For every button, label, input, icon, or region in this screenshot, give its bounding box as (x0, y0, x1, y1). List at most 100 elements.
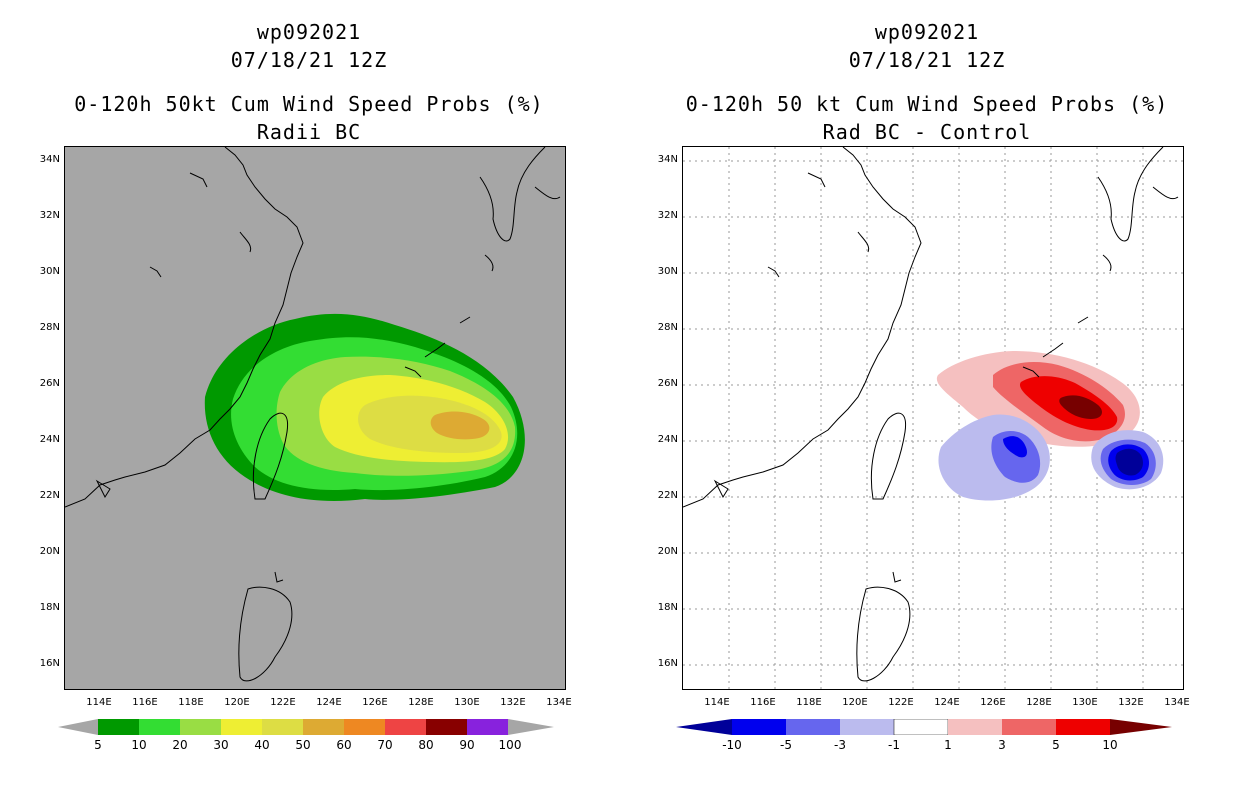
lat-label: 32N (657, 210, 678, 221)
colorbar-swatch (180, 719, 221, 735)
lon-label: 120E (224, 697, 250, 708)
lat-label: 34N (657, 154, 678, 165)
lon-label: 124E (316, 697, 342, 708)
colorbar-label: 40 (254, 738, 270, 752)
colorbar-label: 80 (418, 738, 434, 752)
colorbar-label: 90 (459, 738, 475, 752)
lat-label: 26N (39, 378, 60, 389)
diff-positive-10 (1059, 395, 1103, 419)
product-subtitle: Rad BC - Control (822, 120, 1032, 144)
colorbar-label: 100 (498, 738, 522, 752)
colorbar-swatch (893, 719, 949, 735)
diff-negative-3 (991, 431, 1041, 483)
colorbar-label: 20 (172, 738, 188, 752)
colorbar-label: 60 (336, 738, 352, 752)
lon-label: 134E (1164, 697, 1190, 708)
colorbar-label: 5 (94, 738, 102, 752)
lon-label: 130E (1072, 697, 1098, 708)
difference-colorbar (676, 719, 1172, 735)
lon-label: 124E (934, 697, 960, 708)
product-title: 0-120h 50kt Cum Wind Speed Probs (%) (74, 92, 544, 116)
colorbar-label: -5 (780, 738, 792, 752)
lon-label: 128E (408, 697, 434, 708)
lat-label: 34N (39, 154, 60, 165)
colorbar-arrow-high (1110, 719, 1172, 735)
colorbar-swatch (385, 719, 426, 735)
lat-label: 32N (39, 210, 60, 221)
colorbar-swatch (426, 719, 467, 735)
colorbar-label: 10 (1102, 738, 1118, 752)
storm-id: wp092021 (874, 20, 980, 44)
colorbar-swatch (467, 719, 508, 735)
lon-label: 116E (132, 697, 158, 708)
colorbar-swatch (786, 719, 840, 735)
colorbar-label: -10 (722, 738, 742, 752)
right-panel: wp092021 07/18/21 12Z 0-120h 50 kt Cum W… (618, 0, 1236, 800)
lon-label: 132E (1118, 697, 1144, 708)
prob-50-region (430, 411, 490, 440)
coastline (65, 147, 561, 682)
colorbar-swatch (139, 719, 180, 735)
lat-label: 26N (657, 378, 678, 389)
lon-label: 134E (546, 697, 572, 708)
lon-label: 130E (454, 697, 480, 708)
colorbar-label: 50 (295, 738, 311, 752)
coastline (683, 147, 1179, 682)
lat-label: 18N (39, 602, 60, 613)
lon-label: 114E (704, 697, 730, 708)
graticule (683, 147, 1183, 689)
colorbar-label: 70 (377, 738, 393, 752)
date-time: 07/18/21 12Z (230, 48, 388, 72)
product-title: 0-120h 50 kt Cum Wind Speed Probs (%) (685, 92, 1169, 116)
lat-label: 22N (39, 490, 60, 501)
colorbar-arrow-low (58, 719, 98, 735)
colorbar-label: 30 (213, 738, 229, 752)
colorbar-arrow-high (508, 719, 554, 735)
left-panel: wp092021 07/18/21 12Z 0-120h 50kt Cum Wi… (39, 20, 572, 752)
colorbar-label: 5 (1052, 738, 1060, 752)
diff-negative-10-east (1115, 448, 1143, 476)
colorbar-swatch (840, 719, 894, 735)
colorbar-label: -3 (834, 738, 846, 752)
lon-label: 116E (750, 697, 776, 708)
colorbar-swatch (732, 719, 786, 735)
colorbar-swatch (1002, 719, 1056, 735)
lat-label: 24N (657, 434, 678, 445)
colorbar-arrow-low (676, 719, 732, 735)
colorbar-swatch (303, 719, 344, 735)
lat-label: 16N (39, 658, 60, 669)
difference-map (682, 146, 1184, 690)
lat-label: 24N (39, 434, 60, 445)
probability-map (64, 146, 566, 690)
lon-label: 132E (500, 697, 526, 708)
colorbar-swatch (98, 719, 139, 735)
storm-id: wp092021 (256, 20, 362, 44)
lon-label: 122E (888, 697, 914, 708)
colorbar-label: 3 (998, 738, 1006, 752)
lon-label: 122E (270, 697, 296, 708)
colorbar-label: 1 (944, 738, 952, 752)
colorbar-swatch (221, 719, 262, 735)
lat-label: 30N (39, 266, 60, 277)
lat-label: 20N (657, 546, 678, 557)
date-time: 07/18/21 12Z (848, 48, 1006, 72)
lon-label: 118E (178, 697, 204, 708)
colorbar-swatch (1056, 719, 1110, 735)
lat-label: 30N (657, 266, 678, 277)
lat-label: 16N (657, 658, 678, 669)
product-subtitle: Radii BC (256, 120, 362, 144)
lat-label: 18N (657, 602, 678, 613)
colorbar-swatch (262, 719, 303, 735)
lon-label: 126E (362, 697, 388, 708)
colorbar-swatch (948, 719, 1002, 735)
lat-label: 20N (39, 546, 60, 557)
colorbar-swatch (344, 719, 385, 735)
lat-label: 28N (657, 322, 678, 333)
lat-label: 28N (39, 322, 60, 333)
lon-label: 114E (86, 697, 112, 708)
lon-label: 128E (1026, 697, 1052, 708)
lon-label: 118E (796, 697, 822, 708)
colorbar-label: 10 (131, 738, 147, 752)
lat-label: 22N (657, 490, 678, 501)
lon-label: 126E (980, 697, 1006, 708)
